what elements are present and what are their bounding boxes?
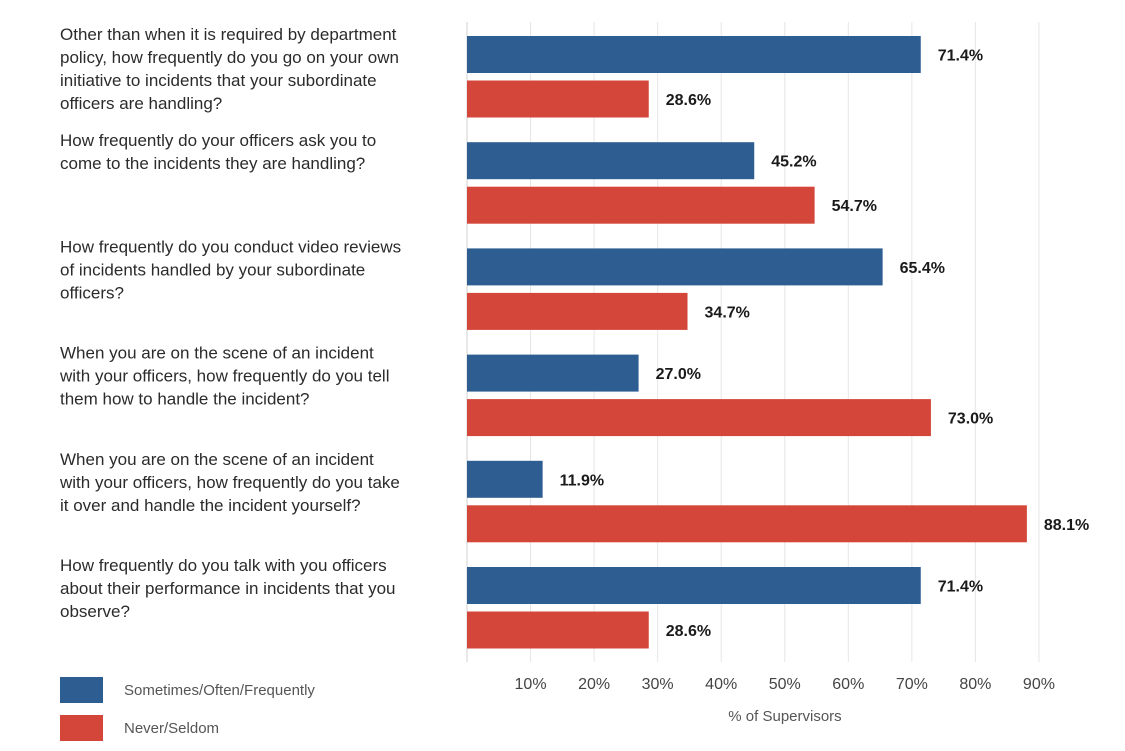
category-label-line: initiative to incidents that your subord… — [60, 71, 377, 90]
category-label-line: How frequently do you conduct video revi… — [60, 237, 401, 256]
bar — [467, 460, 543, 498]
bar — [467, 399, 931, 437]
bars — [467, 36, 1027, 649]
data-label: 65.4% — [900, 260, 945, 277]
category-label-line: officers? — [60, 283, 124, 302]
category-label-line: it over and handle the incident yourself… — [60, 496, 361, 515]
bar — [467, 36, 921, 73]
bar — [467, 248, 883, 286]
category-label-line: with your officers, how frequently do yo… — [59, 367, 389, 386]
legend-swatch — [60, 677, 103, 703]
category-label: How frequently do you conduct video revi… — [60, 237, 401, 302]
category-label-line: officers are handling? — [60, 94, 222, 113]
category-label-line: Other than when it is required by depart… — [60, 25, 397, 44]
category-label: When you are on the scene of an incident… — [59, 344, 389, 409]
x-tick-label: 30% — [642, 676, 674, 693]
x-tick-label: 40% — [705, 676, 737, 693]
bar — [467, 354, 639, 392]
value-labels: 71.4% 28.6% 45.2% 54.7% 65.4% 34.7% 27.0% 73.0%… — [560, 48, 1090, 641]
category-label-line: them how to handle the incident? — [60, 390, 310, 409]
data-label: 28.6% — [666, 623, 711, 640]
data-label: 71.4% — [938, 48, 983, 65]
data-label: 27.0% — [656, 366, 701, 383]
bar — [467, 80, 649, 118]
data-label: 71.4% — [938, 579, 983, 596]
data-label: 34.7% — [705, 304, 750, 321]
category-label: Other than when it is required by depart… — [60, 25, 399, 113]
grid-lines — [466, 22, 1040, 662]
x-tick-label: 60% — [832, 676, 864, 693]
legend-label: Sometimes/Often/Frequently — [124, 682, 315, 699]
bar — [467, 505, 1027, 543]
category-label-line: of incidents handled by your subordinate — [60, 260, 365, 279]
category-label-line: How frequently do your officers ask you … — [60, 131, 376, 150]
bar — [467, 186, 815, 224]
x-tick-label: 90% — [1023, 676, 1055, 693]
x-tick-label: 10% — [515, 676, 547, 693]
category-label-line: observe? — [60, 602, 130, 621]
category-label-line: When you are on the scene of an incident — [60, 450, 374, 469]
legend-label: Never/Seldom — [124, 720, 219, 737]
category-label: How frequently do your officers ask you … — [60, 131, 376, 173]
x-axis-ticks: 10% 20% 30% 40% 50% 60% 70% 80% 90% — [515, 676, 1055, 693]
data-label: 54.7% — [832, 198, 877, 215]
category-label-line: with your officers, how frequently do yo… — [59, 473, 400, 492]
bar — [467, 142, 755, 180]
legend: Sometimes/Often/Frequently Never/Seldom — [60, 677, 315, 741]
bar — [467, 567, 921, 604]
x-axis-title: % of Supervisors — [728, 708, 841, 725]
category-label-line: come to the incidents they are handling? — [60, 154, 365, 173]
legend-swatch — [60, 715, 103, 741]
bar — [467, 292, 688, 330]
data-label: 88.1% — [1044, 517, 1089, 534]
category-label-line: about their performance in incidents tha… — [60, 579, 395, 598]
category-label-line: How frequently do you talk with you offi… — [60, 556, 387, 575]
category-label-line: policy, how frequently do you go on your… — [60, 48, 399, 67]
data-label: 28.6% — [666, 92, 711, 109]
category-label-line: When you are on the scene of an incident — [60, 344, 374, 363]
bar — [467, 611, 649, 649]
category-label: When you are on the scene of an incident… — [59, 450, 400, 515]
x-tick-label: 80% — [959, 676, 991, 693]
data-label: 73.0% — [948, 411, 993, 428]
category-labels: Other than when it is required by depart… — [59, 25, 401, 621]
category-label: How frequently do you talk with you offi… — [60, 556, 395, 621]
x-tick-label: 50% — [769, 676, 801, 693]
x-tick-label: 70% — [896, 676, 928, 693]
data-label: 45.2% — [771, 154, 816, 171]
data-label: 11.9% — [560, 472, 604, 489]
x-tick-label: 20% — [578, 676, 610, 693]
